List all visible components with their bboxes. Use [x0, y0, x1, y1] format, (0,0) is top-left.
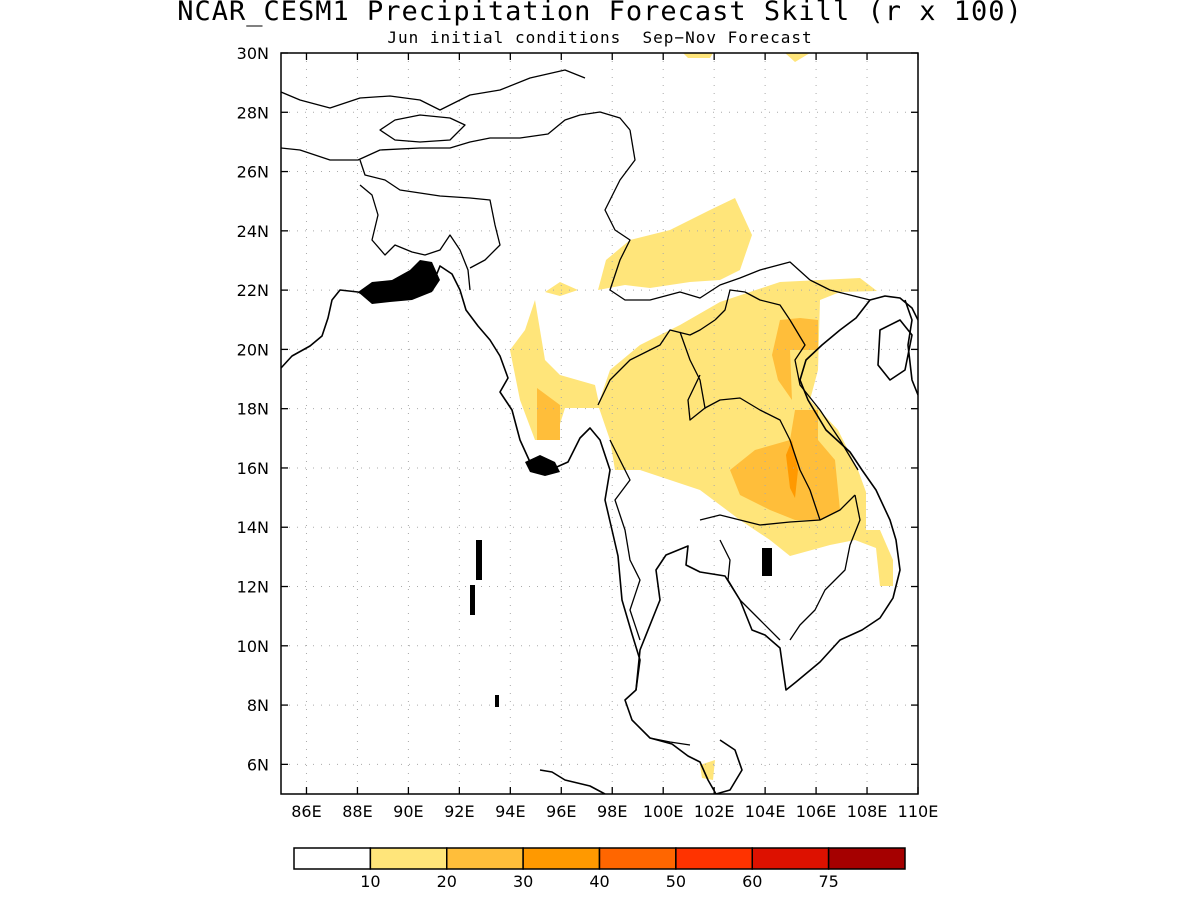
border-china-vietnam [809, 279, 871, 301]
colorbar-swatch [522, 847, 601, 870]
border-thai-cambodia [699, 494, 856, 526]
skill-area-north-vietnam [772, 318, 818, 400]
border-laos-west [714, 289, 791, 321]
lat-tick-label: 24N [237, 222, 269, 241]
lon-tick-label: 94E [495, 802, 525, 821]
lon-tick-label: 90E [393, 802, 423, 821]
border-laos [679, 331, 821, 521]
coast-malaya-east [715, 739, 743, 794]
lon-tick-label: 92E [444, 802, 474, 821]
skill-area-south [700, 760, 715, 780]
skill-area-laos-thailand [730, 410, 840, 520]
lat-tick-label: 18N [237, 400, 269, 419]
lon-tick-label: 102E [694, 802, 735, 821]
border-vietnam-laos [789, 319, 859, 471]
lat-tick-label: 12N [237, 578, 269, 597]
irrawaddy-delta [525, 455, 560, 476]
lon-tick-label: 98E [597, 802, 627, 821]
colorbar-swatch [293, 847, 372, 870]
coast-north-vietnam [904, 299, 918, 396]
ganges-delta [358, 260, 440, 304]
lat-tick-label: 16N [237, 459, 269, 478]
skill-10-20 [510, 53, 893, 780]
lon-tick-label: 110E [898, 802, 939, 821]
colorbar-label: 75 [818, 872, 838, 891]
colorbar-label: 50 [666, 872, 686, 891]
skill-shading [510, 53, 893, 780]
border-cambodia-west [719, 539, 781, 641]
axes: 86E 88E 90E 92E 94E 96E 98E 100E 102E 104E 106E 108… [237, 44, 939, 821]
skill-30-40 [786, 440, 798, 498]
colorbar-label: 30 [513, 872, 533, 891]
lon-tick-label: 88E [342, 802, 372, 821]
skill-20-30 [537, 318, 840, 520]
map-subtitle: Jun initial conditions Sep−Nov Forecast [387, 28, 813, 47]
lat-tick-label: 8N [247, 696, 269, 715]
skill-area-top-2 [785, 53, 810, 62]
border-assam [359, 159, 501, 269]
border-myanmar-thai [597, 319, 716, 406]
coast-hainan [877, 319, 913, 381]
lon-tick-label: 96E [546, 802, 576, 821]
lat-tick-label: 6N [247, 755, 269, 774]
lat-tick-label: 10N [237, 637, 269, 656]
skill-area-coastal-myanmar [510, 300, 600, 440]
lat-tick-label: 30N [237, 44, 269, 63]
colorbar-swatch [827, 847, 906, 870]
lat-tick-label: 28N [237, 103, 269, 122]
lon-tick-label: 108E [847, 802, 888, 821]
lat-tick-label: 20N [237, 340, 269, 359]
lon-tick-label: 104E [745, 802, 786, 821]
border-bhutan [379, 114, 466, 143]
lat-tick-label: 22N [237, 281, 269, 300]
lat-tick-label: 14N [237, 518, 269, 537]
nicobar-island [495, 695, 499, 707]
colorbar-swatch [369, 847, 448, 870]
colorbar-label: 60 [742, 872, 762, 891]
skill-area-small-north [545, 282, 578, 296]
skill-area-top-1 [683, 53, 713, 58]
colorbar-label: 40 [589, 872, 609, 891]
colorbar-label: 20 [437, 872, 457, 891]
country-borders [281, 69, 871, 746]
colorbar-swatch [598, 847, 677, 870]
land-details [358, 260, 772, 707]
border-cambodia-vietnam [789, 494, 861, 641]
andaman-island-1 [476, 540, 482, 580]
lon-tick-label: 106E [796, 802, 837, 821]
colorbar: 10 20 30 40 50 60 75 [293, 847, 906, 891]
border-north [281, 69, 586, 111]
plot-frame [280, 52, 919, 795]
colorbar-label: 10 [360, 872, 380, 891]
border-thai-myanmar-south [609, 439, 641, 641]
andaman-island-2 [470, 585, 475, 615]
lon-tick-label: 100E [643, 802, 684, 821]
lon-tick-label: 86E [291, 802, 321, 821]
skill-area-mekong [786, 440, 798, 498]
border-himalaya [281, 111, 631, 161]
map-title: NCAR_CESM1 Precipitation Forecast Skill … [177, 0, 1023, 27]
tonle-sap [762, 548, 772, 576]
lat-tick-label: 26N [237, 163, 269, 182]
border-thai-malaysia [649, 737, 691, 746]
colorbar-swatch [446, 847, 524, 870]
border-thai-laos [687, 374, 706, 421]
skill-area-northern-myanmar [598, 198, 752, 290]
colorbar-swatch [675, 847, 753, 870]
border-bangladesh [359, 184, 471, 291]
coast-gulf-thailand [635, 295, 918, 691]
border-myanmar-china [604, 129, 811, 301]
skill-area-rakhine [537, 388, 560, 440]
colorbar-swatch [751, 847, 830, 870]
coast-malaya-west [539, 769, 606, 794]
